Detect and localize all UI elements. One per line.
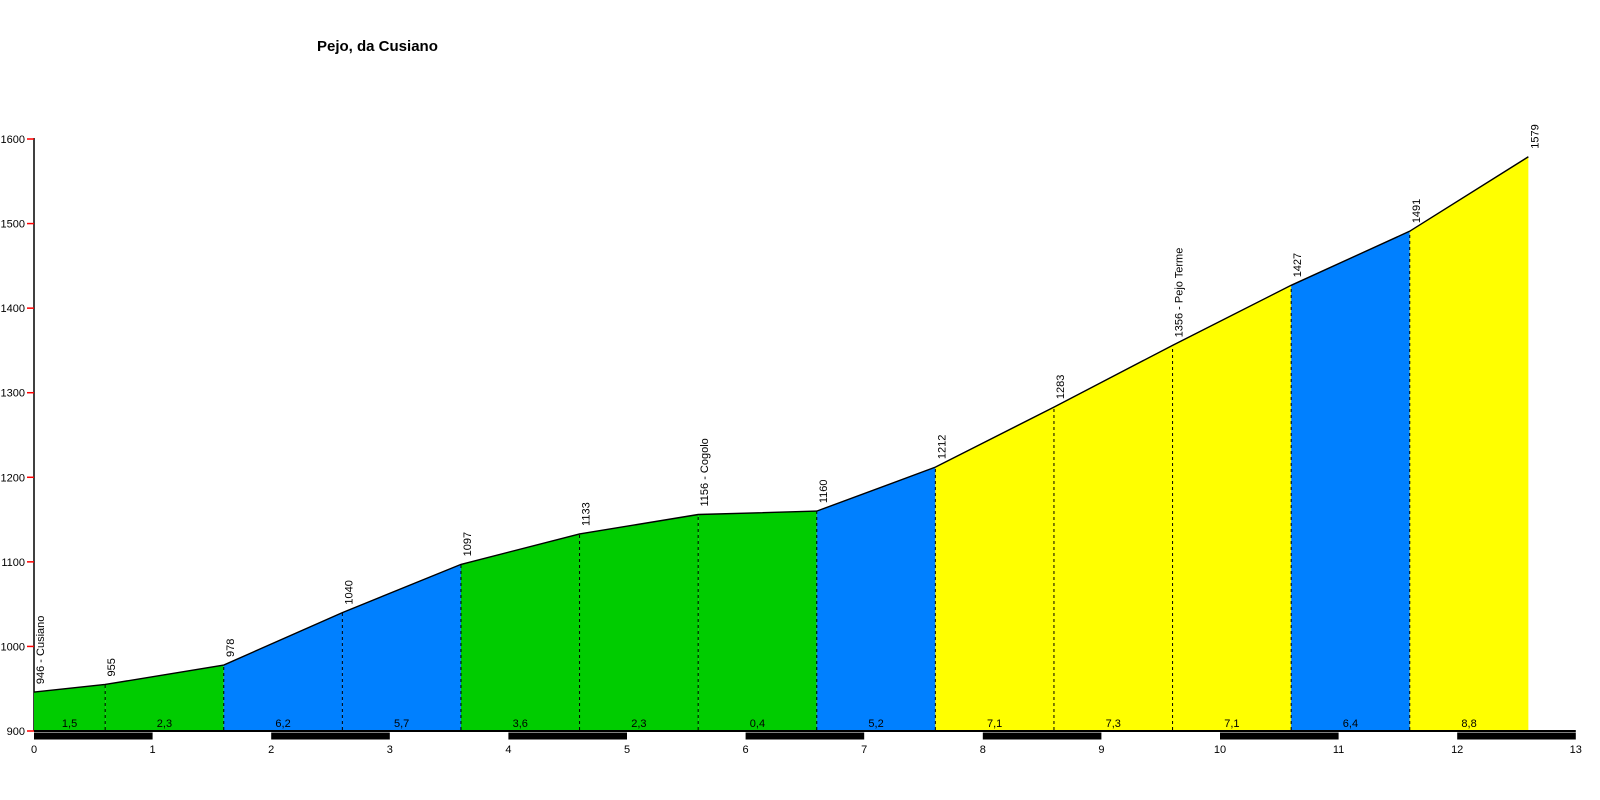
elevation-label: 946 - Cusiano <box>35 616 47 685</box>
x-tick-label: 12 <box>1451 744 1463 756</box>
profile-segment <box>342 564 461 731</box>
gradient-labels: 1,5 2,3 6,2 5,7 3,6 2,3 0,4 5,2 7,1 7,3 7,1 6,4 8,8 <box>62 718 1477 730</box>
gradient-label: 8,8 <box>1461 718 1476 730</box>
y-tick-label: 900 <box>7 726 25 738</box>
gradient-label: 2,3 <box>157 718 172 730</box>
profile-segment <box>1409 156 1529 731</box>
y-tick-label: 1400 <box>1 303 25 315</box>
x-tick-label: 10 <box>1214 744 1226 756</box>
profile-segment <box>816 467 936 731</box>
gradient-label: 7,1 <box>1224 718 1239 730</box>
km-band-dark-segment <box>508 732 627 740</box>
y-tick-label: 1100 <box>1 557 25 569</box>
gradient-label: 3,6 <box>513 718 528 730</box>
gradient-label: 1,5 <box>62 718 77 730</box>
profile-segment <box>1053 345 1173 731</box>
elevation-label: 1579 <box>1529 124 1541 148</box>
x-tick-label: 4 <box>505 744 511 756</box>
elevation-label: 1283 <box>1055 375 1067 399</box>
elevation-label: 1156 - Cogolo <box>699 438 711 506</box>
x-tick-label: 11 <box>1333 744 1344 756</box>
x-tick-label: 3 <box>387 744 393 756</box>
segment-boundary-lines <box>104 231 1411 730</box>
gradient-label: 0,4 <box>750 718 765 730</box>
profile-segment <box>223 612 343 731</box>
profile-area <box>34 156 1529 731</box>
profile-outline <box>33 156 1529 693</box>
gradient-label: 5,7 <box>394 718 409 730</box>
y-tick-label: 1500 <box>1 219 25 231</box>
x-tick-label: 5 <box>624 744 630 756</box>
elevation-label: 978 <box>225 639 237 657</box>
elevation-label: 1040 <box>343 580 355 604</box>
gradient-label: 5,2 <box>868 718 883 730</box>
profile-segment <box>1291 231 1410 731</box>
elevation-label: 1491 <box>1411 199 1423 223</box>
x-tick-label: 0 <box>31 744 37 756</box>
profile-segment <box>579 514 699 731</box>
elevation-label: 1160 <box>818 479 830 503</box>
elevation-labels: 946 - Cusiano 955 978 1040 1097 1133 1156 - Co… <box>35 124 1541 684</box>
km-band-dark-segment <box>745 732 865 740</box>
km-band-dark-segment <box>1220 732 1339 740</box>
gradient-label: 6,4 <box>1343 718 1358 730</box>
profile-segment <box>698 511 817 731</box>
y-tick-label: 1000 <box>1 641 25 653</box>
gradient-label: 2,3 <box>631 718 646 730</box>
x-tick-label: 13 <box>1570 744 1582 756</box>
km-band-dark-segment <box>982 732 1102 740</box>
elevation-label: 1097 <box>462 532 474 556</box>
elevation-label: 1133 <box>581 502 593 526</box>
km-band-dark-segment <box>271 732 390 740</box>
x-tick-label: 8 <box>980 744 986 756</box>
elevation-label: 1212 <box>936 435 948 459</box>
x-tick-label: 1 <box>150 744 156 756</box>
profile-segment <box>1172 285 1292 731</box>
elevation-label: 955 <box>106 658 118 676</box>
profile-segment <box>105 665 224 731</box>
x-tick-label: 9 <box>1098 744 1104 756</box>
y-tick-label: 1200 <box>1 472 25 484</box>
y-tick-label: 1600 <box>1 134 25 146</box>
elevation-label: 1356 - Pejo Terme <box>1174 248 1186 338</box>
profile-segment <box>34 684 106 731</box>
x-tick-label: 6 <box>743 744 749 756</box>
x-tick-label: 2 <box>268 744 274 756</box>
x-tick-label: 7 <box>861 744 867 756</box>
gradient-label: 7,3 <box>1106 718 1121 730</box>
km-band-dark-segment <box>34 732 153 740</box>
profile-segment <box>935 407 1054 731</box>
gradient-label: 7,1 <box>987 718 1002 730</box>
chart-title: Pejo, da Cusiano <box>317 38 438 55</box>
gradient-label: 6,2 <box>275 718 290 730</box>
x-axis: 0 1 2 3 4 5 6 7 8 9 10 11 12 13 <box>31 744 1582 756</box>
y-tick-label: 1300 <box>1 388 25 400</box>
km-band-dark-segment <box>1457 732 1576 740</box>
elevation-label: 1427 <box>1292 253 1304 277</box>
km-band <box>34 732 1576 740</box>
profile-segment <box>460 533 580 731</box>
y-axis: 900 1000 1100 1200 1300 1400 1500 1600 <box>1 134 35 738</box>
